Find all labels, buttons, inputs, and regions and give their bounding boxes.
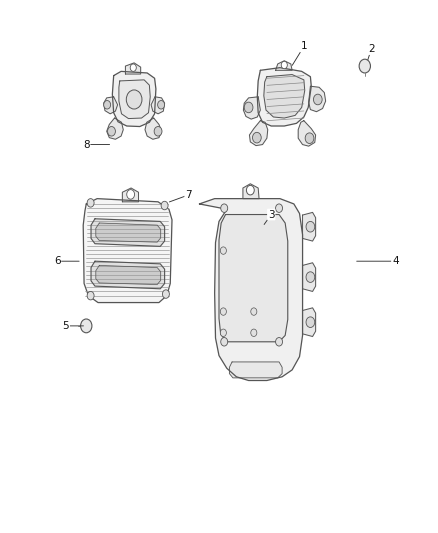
Polygon shape xyxy=(219,215,288,342)
Circle shape xyxy=(306,317,315,327)
Circle shape xyxy=(359,59,371,73)
Polygon shape xyxy=(244,97,260,119)
Circle shape xyxy=(81,319,92,333)
Circle shape xyxy=(162,290,170,298)
Polygon shape xyxy=(303,263,316,292)
Circle shape xyxy=(244,102,253,113)
Text: 8: 8 xyxy=(83,140,89,150)
Circle shape xyxy=(251,308,257,316)
Polygon shape xyxy=(107,118,123,139)
Circle shape xyxy=(130,64,136,71)
Polygon shape xyxy=(243,184,259,199)
Circle shape xyxy=(220,247,226,254)
Circle shape xyxy=(126,90,142,109)
Polygon shape xyxy=(145,118,162,139)
Polygon shape xyxy=(104,97,117,114)
Circle shape xyxy=(127,190,134,199)
Polygon shape xyxy=(83,199,172,303)
Polygon shape xyxy=(122,188,138,202)
Circle shape xyxy=(306,272,315,282)
Polygon shape xyxy=(250,120,268,146)
Text: 4: 4 xyxy=(392,256,399,266)
Polygon shape xyxy=(151,97,165,114)
Circle shape xyxy=(276,337,283,346)
Polygon shape xyxy=(264,75,305,118)
Text: 6: 6 xyxy=(54,256,60,266)
Polygon shape xyxy=(125,63,141,74)
Circle shape xyxy=(161,201,168,210)
Text: 2: 2 xyxy=(368,44,374,54)
Polygon shape xyxy=(303,308,316,336)
Polygon shape xyxy=(298,120,316,146)
Circle shape xyxy=(314,94,322,105)
Polygon shape xyxy=(113,71,156,126)
Circle shape xyxy=(306,221,315,232)
Polygon shape xyxy=(303,213,316,241)
Circle shape xyxy=(87,199,94,207)
Circle shape xyxy=(220,329,226,336)
Circle shape xyxy=(87,292,94,300)
Polygon shape xyxy=(276,61,292,70)
Polygon shape xyxy=(199,199,303,381)
Text: 1: 1 xyxy=(300,42,307,52)
Polygon shape xyxy=(257,68,311,126)
Polygon shape xyxy=(309,86,325,112)
Circle shape xyxy=(253,132,261,143)
Circle shape xyxy=(154,126,162,136)
Circle shape xyxy=(158,101,165,109)
Polygon shape xyxy=(230,362,282,378)
Circle shape xyxy=(221,337,228,346)
Text: 7: 7 xyxy=(185,190,192,200)
Circle shape xyxy=(220,308,226,316)
Text: 3: 3 xyxy=(268,209,275,220)
Polygon shape xyxy=(91,261,165,289)
Circle shape xyxy=(276,204,283,213)
Polygon shape xyxy=(96,223,161,242)
Circle shape xyxy=(281,61,287,69)
Circle shape xyxy=(221,204,228,213)
Polygon shape xyxy=(91,219,165,246)
Polygon shape xyxy=(96,265,161,285)
Text: 5: 5 xyxy=(63,321,69,331)
Circle shape xyxy=(305,133,314,143)
Circle shape xyxy=(251,329,257,336)
Circle shape xyxy=(104,101,111,109)
Circle shape xyxy=(247,185,254,195)
Circle shape xyxy=(108,126,116,136)
Polygon shape xyxy=(119,80,150,118)
